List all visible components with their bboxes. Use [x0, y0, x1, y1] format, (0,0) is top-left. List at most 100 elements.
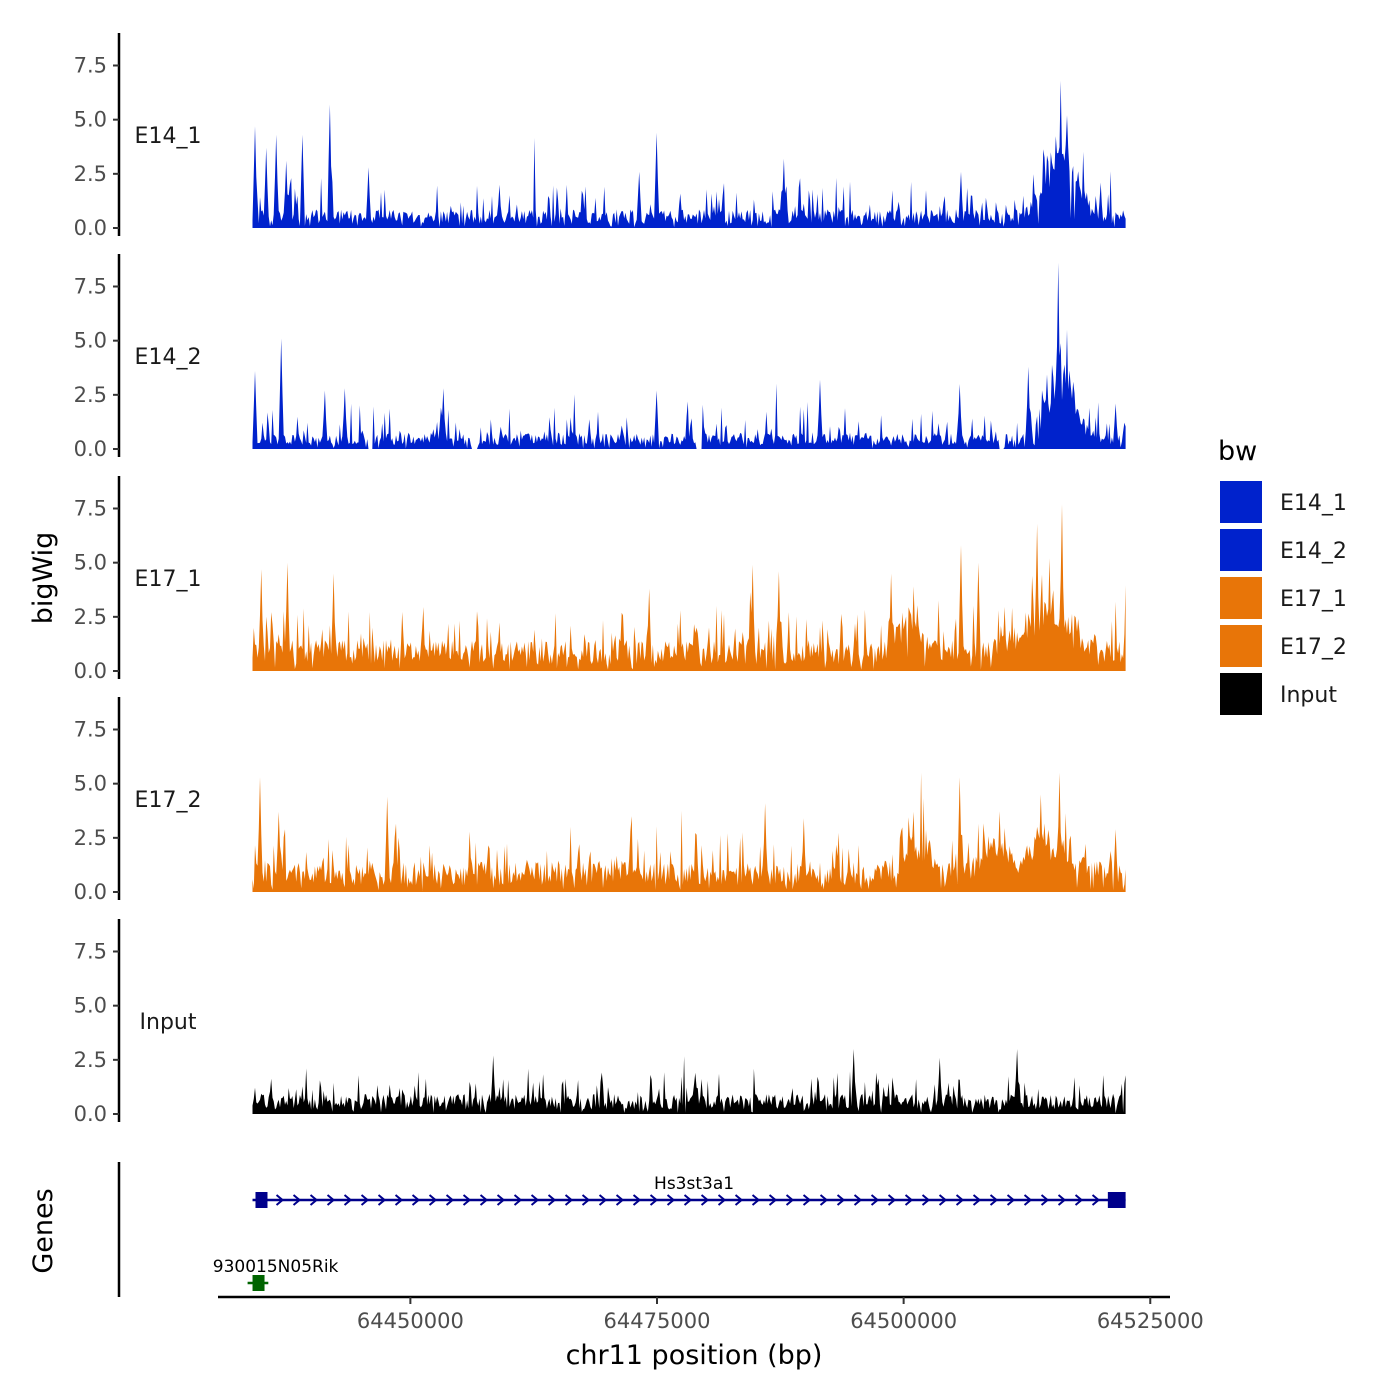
strand-arrow	[598, 1194, 608, 1206]
genes-track: Hs3st3a1 930015N05Rik	[117, 1162, 1126, 1297]
y-tick-label: 5.0	[74, 108, 107, 132]
signal-area-E17_2	[252, 772, 1126, 892]
legend-swatch-E14_1	[1218, 479, 1264, 525]
track-label-E14_2: E14_2	[135, 345, 202, 370]
track-E14_2: 0.0 2.5 5.0 7.5 E14_2	[74, 254, 1126, 461]
gene-930015N05Rik: 930015N05Rik	[213, 1257, 339, 1291]
x-tick-label: 64525000	[1097, 1309, 1204, 1333]
strand-arrow	[581, 1194, 591, 1206]
strand-arrow	[717, 1194, 727, 1206]
strand-arrow	[751, 1194, 761, 1206]
strand-arrow	[938, 1194, 948, 1206]
legend-swatch-E17_1	[1218, 575, 1264, 621]
x-axis-title: chr11 position (bp)	[566, 1340, 823, 1371]
strand-arrow	[343, 1194, 353, 1206]
y-tick-label: 7.5	[74, 940, 107, 964]
strand-arrow	[309, 1194, 319, 1206]
strand-arrow	[479, 1194, 489, 1206]
strand-arrow	[836, 1194, 846, 1206]
signal-area-E14_1	[252, 80, 1126, 228]
strand-arrow	[649, 1194, 659, 1206]
strand-arrow	[411, 1194, 421, 1206]
legend-title: bw	[1218, 436, 1257, 467]
strand-arrow	[377, 1194, 387, 1206]
strand-arrow	[955, 1194, 965, 1206]
x-tick-label: 64475000	[604, 1309, 711, 1333]
strand-arrow	[275, 1194, 285, 1206]
y-tick-label: 0.0	[74, 216, 107, 240]
legend-swatch-Input	[1218, 671, 1264, 717]
y-tick-label: 2.5	[74, 383, 107, 407]
strand-arrow	[904, 1194, 914, 1206]
track-label-E14_1: E14_1	[135, 124, 202, 149]
strand-arrow	[632, 1194, 642, 1206]
gene-label: Hs3st3a1	[654, 1174, 734, 1194]
track-E14_1: 0.0 2.5 5.0 7.5 E14_1	[74, 33, 1126, 240]
legend: E14_1 E14_2 E17_1 E17_2 Input	[1218, 479, 1347, 717]
signal-area-E17_1	[252, 504, 1126, 671]
strand-arrow	[1057, 1194, 1067, 1206]
strand-arrow	[547, 1194, 557, 1206]
legend-swatch-E14_2	[1218, 527, 1264, 573]
legend-label-E14_1: E14_1	[1280, 491, 1347, 516]
strand-arrow	[666, 1194, 676, 1206]
signal-area-Input	[252, 1049, 1126, 1114]
strand-arrow	[615, 1194, 625, 1206]
x-axis: 64450000 64475000 64500000 64525000	[218, 1295, 1204, 1333]
track-label-E17_2: E17_2	[135, 788, 202, 813]
strand-arrow	[530, 1194, 540, 1206]
strand-arrow	[326, 1194, 336, 1206]
strand-arrow	[394, 1194, 404, 1206]
strand-arrow	[785, 1194, 795, 1206]
legend-label-E14_2: E14_2	[1280, 539, 1347, 564]
legend-swatch-E17_2	[1218, 623, 1264, 669]
strand-arrow	[513, 1194, 523, 1206]
strand-arrow	[564, 1194, 574, 1206]
x-tick-label: 64450000	[357, 1309, 464, 1333]
strand-arrow	[853, 1194, 863, 1206]
strand-arrow	[1040, 1194, 1050, 1206]
strand-arrow	[734, 1194, 744, 1206]
track-E17_2: 0.0 2.5 5.0 7.5 E17_2	[74, 697, 1126, 904]
y-tick-label: 5.0	[74, 551, 107, 575]
exon-block	[1107, 1192, 1126, 1208]
y-tick-label: 7.5	[74, 718, 107, 742]
strand-arrow	[972, 1194, 982, 1206]
gene-label: 930015N05Rik	[213, 1257, 339, 1277]
strand-arrow	[768, 1194, 778, 1206]
strand-arrow	[1006, 1194, 1016, 1206]
x-tick-label: 64500000	[850, 1309, 957, 1333]
strand-arrow	[360, 1194, 370, 1206]
y-tick-label: 5.0	[74, 994, 107, 1018]
strand-arrow	[683, 1194, 693, 1206]
strand-arrow	[496, 1194, 506, 1206]
strand-arrow	[921, 1194, 931, 1206]
track-label-E17_1: E17_1	[135, 567, 202, 592]
strand-arrow	[1023, 1194, 1033, 1206]
y-tick-label: 2.5	[74, 1048, 107, 1072]
y-tick-label: 7.5	[74, 497, 107, 521]
strand-arrow	[700, 1194, 710, 1206]
y-tick-label: 0.0	[74, 880, 107, 904]
strand-arrow	[802, 1194, 812, 1206]
y-tick-label: 5.0	[74, 329, 107, 353]
y-tick-label: 5.0	[74, 772, 107, 796]
strand-arrow	[819, 1194, 829, 1206]
legend-label-E17_2: E17_2	[1280, 635, 1347, 660]
track-E17_1: 0.0 2.5 5.0 7.5 E17_1	[74, 476, 1126, 683]
track-panels: 0.0 2.5 5.0 7.5 E14_1 0.0 2.5 5.0 7.5 E14_2 0.0 2.5…	[74, 33, 1126, 1126]
signal-area-E14_2	[252, 262, 1126, 449]
legend-label-E17_1: E17_1	[1280, 587, 1347, 612]
strand-arrow	[989, 1194, 999, 1206]
legend-label-Input: Input	[1280, 683, 1337, 708]
strand-arrow	[445, 1194, 455, 1206]
exon-block	[252, 1275, 265, 1291]
y-tick-label: 0.0	[74, 659, 107, 683]
strand-arrow	[870, 1194, 880, 1206]
strand-arrow	[428, 1194, 438, 1206]
strand-arrow	[887, 1194, 897, 1206]
y-tick-label: 7.5	[74, 275, 107, 299]
genes-track-title: Genes	[28, 1188, 59, 1273]
y-tick-label: 2.5	[74, 605, 107, 629]
